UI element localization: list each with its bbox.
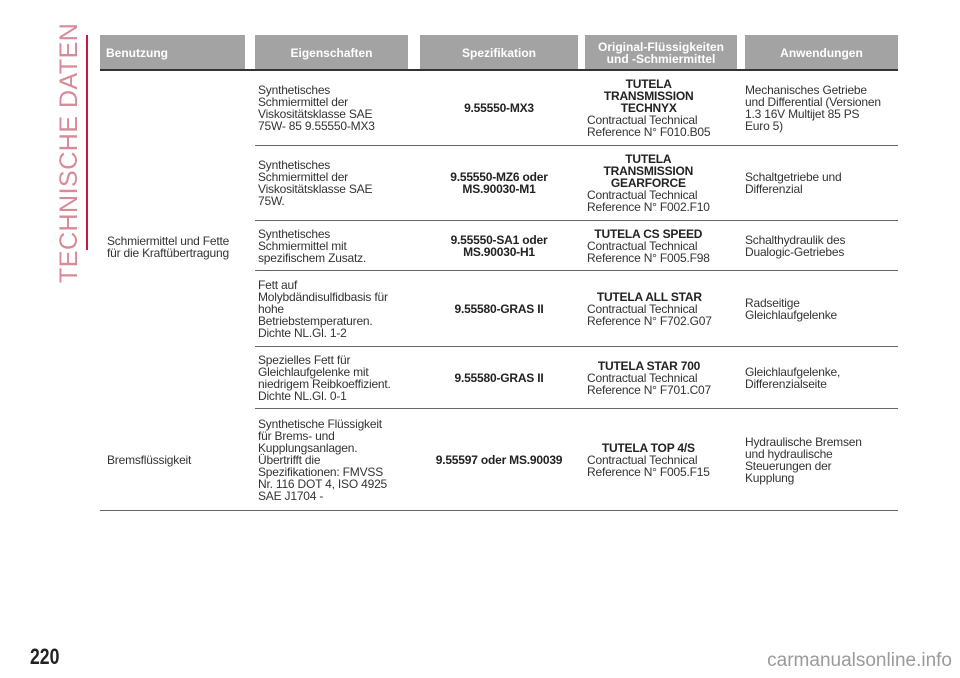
- header-spezifikation: Spezifikation: [420, 35, 578, 70]
- watermark: carmanualsonline.info: [767, 650, 952, 671]
- cell-product: TUTELA STAR 700 Contractual Technical Ref…: [587, 347, 742, 408]
- table-row: Fett auf Molybdändisulfidbasis für hohe …: [255, 271, 898, 347]
- cell-specification: 9.55550-MZ6 oder MS.90030-M1: [450, 170, 548, 196]
- cell-specification: 9.55550-MX3: [464, 101, 534, 115]
- group-label-schmiermittel: Schmiermittel und Fette für die Kraftübe…: [107, 233, 230, 260]
- product-reference: Contractual Technical Reference N° F702.…: [587, 301, 712, 328]
- product-reference: Contractual Technical Reference N° F010.…: [587, 113, 711, 139]
- header-benutzung: Benutzung: [100, 35, 245, 70]
- table-bottom-line: [100, 510, 898, 511]
- cell-specification: 9.55580-GRAS II: [454, 301, 544, 316]
- product-name: TUTELA STAR 700: [597, 358, 701, 373]
- cell-specification: 9.55597 oder MS.90039: [435, 453, 563, 467]
- section-accent-line: [86, 35, 88, 250]
- cell-properties: Spezielles Fett für Gleichlaufgelenke mi…: [258, 352, 391, 403]
- header-anwendungen: Anwendungen: [745, 35, 898, 70]
- header-divider: [100, 69, 898, 71]
- group-label-bremsfluessigkeit: Bremsflüssigkeit: [107, 453, 192, 467]
- table-row: Spezielles Fett für Gleichlaufgelenke mi…: [255, 347, 898, 409]
- product-reference: Contractual Technical Reference N° F002.…: [587, 188, 710, 214]
- cell-specification: 9.55550-SA1 oder MS.90030-H1: [450, 232, 548, 259]
- cell-application: Schalthydraulik des Dualogic-Getriebes: [745, 232, 846, 259]
- cell-specification: 9.55580-GRAS II: [454, 370, 544, 385]
- page-number: 220: [30, 644, 60, 669]
- cell-product: TUTELA TRANSMISSION GEARFORCE Contractual…: [587, 146, 742, 220]
- cell-product: TUTELA TOP 4/S Contractual Technical Refe…: [587, 409, 742, 511]
- cell-application: Mechanisches Getriebe und Differential (…: [745, 83, 881, 133]
- cell-application: Gleichlaufgelenke, Differenzialseite: [745, 364, 841, 391]
- table-row: Synthetisches Schmiermittel mit spezifis…: [255, 221, 898, 271]
- product-name: TUTELA TRANSMISSION TECHNYX: [603, 77, 694, 115]
- cell-product: TUTELA TRANSMISSION TECHNYX Contractual T…: [587, 71, 742, 145]
- section-title: TECHNISCHE DATEN: [55, 22, 83, 283]
- cell-properties: Fett auf Molybdändisulfidbasis für hohe …: [258, 277, 388, 340]
- product-reference: Contractual Technical Reference N° F701.…: [587, 370, 711, 397]
- cell-application: Hydraulische Bremsen und hydraulische St…: [745, 435, 862, 485]
- product-name: TUTELA CS SPEED: [594, 226, 703, 241]
- header-original-fluessigkeiten: Original-Flüssigkeiten und -Schmiermitte…: [585, 35, 737, 70]
- product-name: TUTELA TRANSMISSION GEARFORCE: [603, 152, 694, 190]
- product-reference: Contractual Technical Reference N° F005.…: [587, 238, 710, 265]
- cell-product: TUTELA CS SPEED Contractual Technical Ref…: [587, 221, 742, 270]
- table-row: Synthetische Flüssigkeit für Brems- und …: [255, 409, 898, 511]
- header-eigenschaften: Eigenschaften: [255, 35, 408, 70]
- cell-application: Radseitige Gleichlaufgelenke: [745, 295, 837, 322]
- cell-properties: Synthetisches Schmiermittel der Viskosit…: [258, 158, 373, 208]
- table-row: Synthetisches Schmiermittel der Viskosit…: [255, 146, 898, 221]
- cell-properties: Synthetisches Schmiermittel der Viskosit…: [258, 83, 375, 133]
- table-row: Synthetisches Schmiermittel der Viskosit…: [255, 71, 898, 146]
- product-name: TUTELA TOP 4/S: [601, 441, 695, 455]
- cell-properties: Synthetische Flüssigkeit für Brems- und …: [258, 417, 388, 503]
- cell-product: TUTELA ALL STAR Contractual Technical Ref…: [587, 271, 742, 346]
- cell-properties: Synthetisches Schmiermittel mit spezifis…: [258, 226, 367, 265]
- cell-application: Schaltgetriebe und Differenzial: [745, 170, 842, 196]
- product-name: TUTELA ALL STAR: [596, 289, 702, 304]
- product-reference: Contractual Technical Reference N° F005.…: [587, 453, 710, 479]
